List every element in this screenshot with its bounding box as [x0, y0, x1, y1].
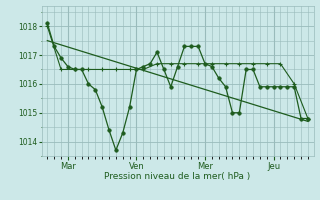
X-axis label: Pression niveau de la mer( hPa ): Pression niveau de la mer( hPa ) [104, 172, 251, 181]
